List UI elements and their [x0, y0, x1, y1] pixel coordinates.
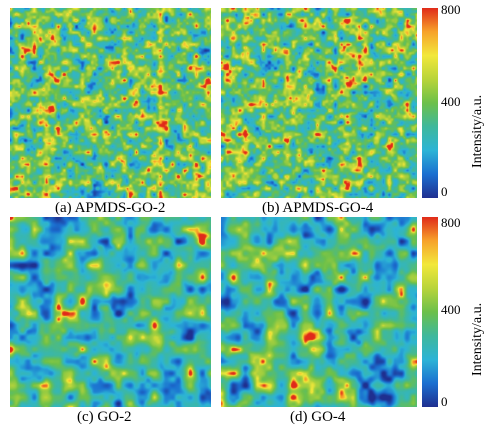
- colorbar-bottom-tick-mid: 400: [441, 302, 461, 317]
- colorbar-top-tick-min: 0: [441, 184, 448, 199]
- heatmap-canvas-c: [10, 217, 211, 407]
- colorbar-top: [422, 8, 438, 198]
- caption-a: (a) APMDS-GO-2: [55, 200, 166, 216]
- colorbar-bottom-tick-min: 0: [441, 394, 448, 409]
- caption-b: (b) APMDS-GO-4: [262, 200, 374, 216]
- heatmap-panel-b: [221, 8, 417, 198]
- caption-d: (d) GO-4: [290, 409, 346, 425]
- colorbar-top-label: Intensity/a.u.: [470, 94, 485, 168]
- heatmap-canvas-d: [221, 217, 417, 407]
- heatmap-panel-c: [10, 217, 211, 407]
- heatmap-canvas-a: [10, 8, 211, 198]
- colorbar-bottom: [422, 217, 438, 407]
- caption-c: (c) GO-2: [77, 409, 132, 425]
- colorbar-top-tick-mid: 400: [441, 94, 461, 109]
- heatmap-canvas-b: [221, 8, 417, 198]
- heatmap-panel-d: [221, 217, 417, 407]
- colorbar-bottom-tick-max: 800: [441, 215, 461, 230]
- heatmap-panel-a: [10, 8, 211, 198]
- colorbar-bottom-label: Intensity/a.u.: [470, 302, 485, 376]
- colorbar-top-tick-max: 800: [441, 2, 461, 17]
